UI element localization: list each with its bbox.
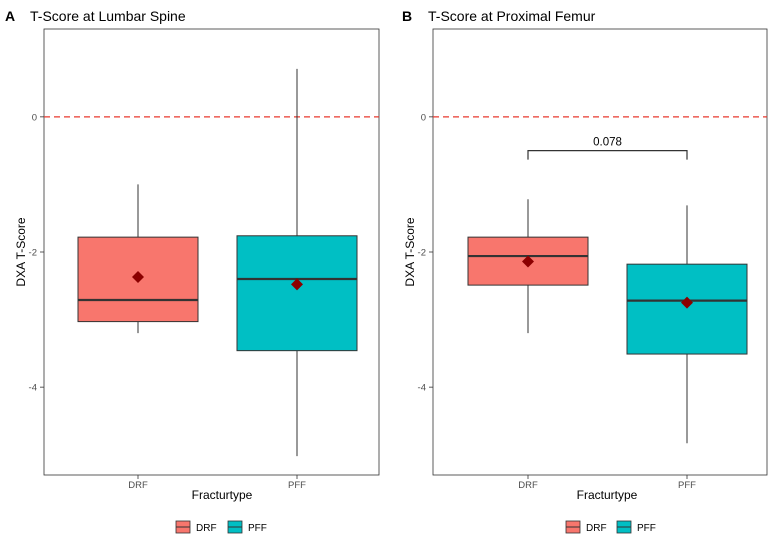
panel-b-ytick-label: -2 bbox=[418, 248, 426, 259]
panel-a-ylabel: DXA T-Score bbox=[14, 217, 28, 286]
panel-b-box-pff bbox=[626, 263, 748, 355]
panel-a: A T-Score at Lumbar Spine 0 -2 -4 DRF PFF DX… bbox=[5, 8, 380, 534]
panel-a-ytick-label: -2 bbox=[29, 248, 37, 259]
panel-b-title: T-Score at Proximal Femur bbox=[428, 8, 596, 24]
panel-a-xlabel: Fracturtype bbox=[192, 488, 253, 502]
panel-a-xtick-label-drf: DRF bbox=[128, 480, 148, 491]
panel-a-xtick-label-pff: PFF bbox=[288, 480, 306, 491]
panel-a-title: T-Score at Lumbar Spine bbox=[30, 8, 186, 24]
panel-b-xlabel: Fracturtype bbox=[577, 488, 638, 502]
panel-b-plot: 0 -2 -4 DRF PFF 0.078 bbox=[418, 112, 767, 491]
legend-a-label-drf: DRF bbox=[196, 523, 217, 534]
panel-b-significance-bracket bbox=[527, 150, 688, 160]
panel-a-mean-marker-drf bbox=[132, 271, 144, 284]
panel-b-legend: DRF PFF bbox=[565, 520, 656, 534]
panel-b-letter: B bbox=[402, 8, 412, 24]
legend-b-label-drf: DRF bbox=[586, 523, 607, 534]
panel-b-xtick-label-pff: PFF bbox=[678, 480, 696, 491]
panel-a-letter: A bbox=[5, 8, 15, 24]
panel-a-box-pff bbox=[236, 235, 358, 352]
panel-a-ytick-label: -4 bbox=[29, 383, 37, 394]
panel-b-significance-label: 0.078 bbox=[593, 137, 622, 149]
panel-b-mean-marker-drf bbox=[522, 255, 534, 268]
panel-a-ytick-label: 0 bbox=[32, 112, 37, 123]
legend-b-label-pff: PFF bbox=[637, 523, 656, 534]
panel-b-ytick-label: -4 bbox=[418, 383, 426, 394]
panel-a-mean-marker-pff bbox=[291, 278, 303, 291]
panel-b-ytick-label: 0 bbox=[421, 112, 426, 123]
panel-a-plot: 0 -2 -4 DRF PFF bbox=[29, 68, 379, 491]
panel-b-ylabel: DXA T-Score bbox=[403, 217, 417, 286]
panel-b-xtick-label-drf: DRF bbox=[518, 480, 538, 491]
legend-a-label-pff: PFF bbox=[248, 523, 267, 534]
panel-a-legend: DRF PFF bbox=[175, 520, 267, 534]
panel-b-mean-marker-pff bbox=[681, 296, 693, 309]
